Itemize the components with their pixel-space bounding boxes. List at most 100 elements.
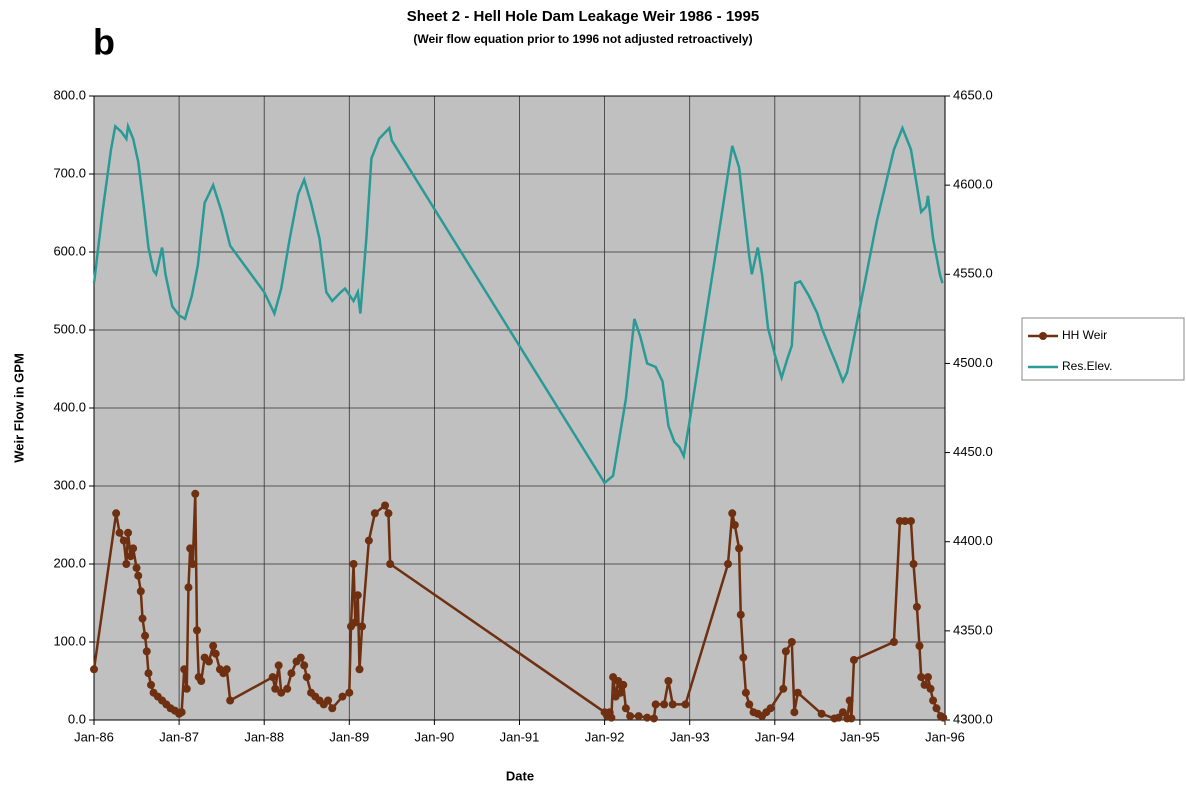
data-point (634, 712, 643, 721)
x-tick-label: Jan-87 (159, 729, 199, 744)
series-line (92, 121, 944, 485)
x-tick-label: Jan-93 (670, 729, 710, 744)
data-point (668, 700, 677, 709)
data-point (274, 661, 283, 670)
data-point (188, 560, 197, 568)
data-point (643, 713, 652, 722)
data-point (115, 528, 124, 537)
data-point (134, 571, 143, 580)
chart-title: Sheet 2 - Hell Hole Dam Leakage Weir 198… (407, 8, 759, 25)
data-point (180, 665, 189, 674)
data-point (302, 673, 311, 682)
data-point (370, 509, 379, 518)
y2-tick-label: 4400.0 (953, 533, 993, 548)
legend-marker (1039, 332, 1047, 340)
y2-tick-label: 4500.0 (953, 355, 993, 370)
y-tick-label: 100.0 (53, 633, 86, 648)
data-point (621, 704, 630, 713)
data-point (186, 544, 195, 553)
data-point (112, 509, 121, 518)
y-tick-label: 0.0 (68, 711, 86, 726)
data-point (915, 641, 924, 650)
data-point (381, 501, 390, 510)
x-tick-label: Jan-94 (755, 729, 795, 744)
data-point (901, 517, 910, 526)
data-point (651, 700, 660, 709)
data-point (124, 528, 133, 537)
data-point (358, 622, 367, 631)
data-point (790, 708, 799, 717)
data-point (345, 688, 354, 697)
data-point (324, 696, 333, 705)
data-point (182, 684, 191, 693)
data-point (845, 696, 854, 705)
data-point (141, 631, 150, 640)
data-point (226, 696, 235, 705)
data-point (138, 614, 147, 623)
data-point (90, 665, 98, 674)
y2-tick-label: 4350.0 (953, 622, 993, 637)
data-point (364, 536, 373, 545)
y-tick-label: 800.0 (53, 87, 86, 102)
data-point (338, 692, 347, 701)
data-point (730, 521, 739, 529)
y2-tick-label: 4450.0 (953, 444, 993, 459)
data-point (909, 560, 918, 568)
data-point (177, 708, 186, 717)
data-point (735, 544, 744, 553)
data-point (119, 536, 128, 545)
y2-tick-label: 4300.0 (953, 711, 993, 726)
data-point (917, 673, 926, 682)
data-point (920, 680, 929, 689)
data-point (728, 509, 737, 518)
data-point (793, 688, 802, 697)
y-tick-label: 500.0 (53, 321, 86, 336)
data-point (736, 610, 745, 619)
data-point (779, 684, 788, 693)
y-tick-label: 600.0 (53, 243, 86, 258)
y-tick-label: 400.0 (53, 399, 86, 414)
data-point (192, 626, 201, 635)
y-axis-label: Weir Flow in GPM (11, 353, 26, 463)
data-point (649, 714, 658, 723)
x-tick-label: Jan-86 (74, 729, 114, 744)
data-point (271, 684, 280, 693)
x-tick-label: Jan-89 (329, 729, 369, 744)
y-tick-label: 300.0 (53, 477, 86, 492)
data-point (745, 700, 754, 709)
data-point (268, 673, 277, 682)
data-point (787, 638, 796, 646)
data-point (739, 653, 748, 662)
data-point (132, 563, 141, 572)
data-point (222, 665, 231, 674)
data-point (209, 641, 218, 650)
data-point (355, 665, 364, 674)
data-point (277, 688, 286, 697)
panel-label: b (93, 22, 115, 63)
x-tick-label: Jan-91 (500, 729, 540, 744)
data-point (766, 704, 775, 713)
data-point (681, 700, 690, 709)
data-point (287, 669, 296, 678)
data-point (191, 489, 200, 498)
data-point (817, 709, 826, 718)
data-point (626, 712, 635, 721)
data-point (741, 688, 750, 697)
x-tick-label: Jan-90 (415, 729, 455, 744)
x-tick-label: Jan-92 (585, 729, 625, 744)
data-point (122, 560, 131, 568)
y-tick-label: 200.0 (53, 555, 86, 570)
data-point (906, 517, 915, 526)
data-point (147, 680, 156, 689)
data-point (349, 560, 358, 568)
data-point (619, 680, 628, 689)
data-point (197, 677, 206, 685)
data-point (912, 602, 921, 611)
data-point (607, 713, 616, 722)
data-point (384, 509, 393, 518)
data-point (929, 696, 938, 705)
legend-label: Res.Elev. (1062, 359, 1112, 373)
data-point (723, 560, 732, 568)
data-point (144, 669, 153, 678)
data-point (211, 649, 220, 658)
